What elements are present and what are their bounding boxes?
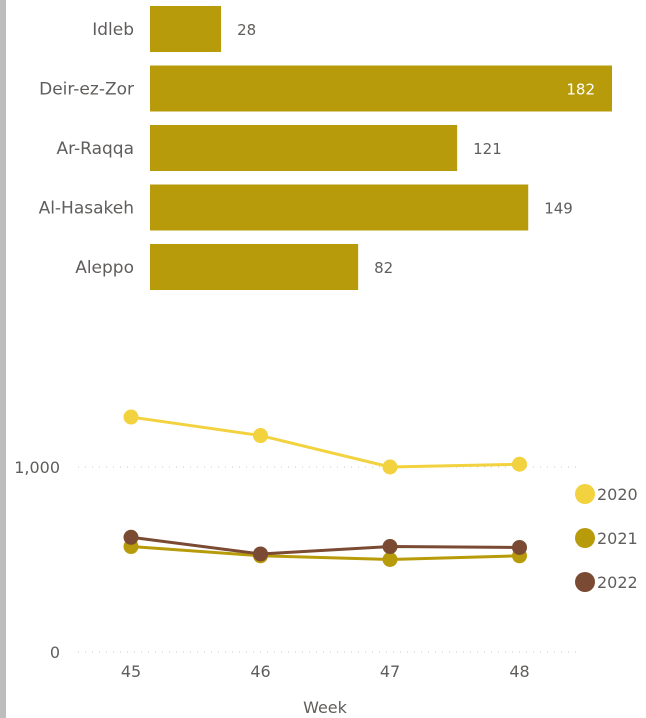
data-point-2022 — [123, 529, 139, 545]
bar-al-hasakeh — [150, 184, 529, 231]
legend-marker-2022 — [575, 572, 595, 592]
category-label: Aleppo — [75, 258, 134, 278]
data-point-2022 — [253, 546, 268, 562]
legend-label: 2020 — [597, 485, 638, 504]
legend-label: 2021 — [597, 529, 638, 548]
data-label: 182 — [566, 81, 595, 99]
y-tick-label: 0 — [50, 643, 60, 662]
category-label: Ar-Raqqa — [56, 139, 134, 159]
data-label: 121 — [473, 140, 502, 158]
x-tick-label: 46 — [250, 662, 270, 681]
left-border — [0, 0, 6, 718]
x-axis-title: Week — [303, 698, 348, 717]
category-label: Idleb — [92, 20, 134, 40]
data-point-2020 — [123, 409, 139, 425]
data-point-2021 — [382, 552, 398, 567]
data-point-2020 — [253, 428, 268, 444]
series-line-2020 — [130, 415, 520, 469]
series-line-2021 — [130, 545, 520, 561]
data-label: 149 — [544, 200, 573, 218]
series-line-2022 — [130, 535, 520, 556]
legend-label: 2022 — [597, 573, 638, 592]
legend-marker-2021 — [575, 528, 595, 548]
data-label: 28 — [237, 21, 256, 39]
x-tick-label: 48 — [509, 662, 529, 681]
category-label: Deir-ez-Zor — [39, 80, 134, 100]
x-tick-label: 45 — [121, 662, 141, 681]
data-point-2020 — [512, 456, 527, 472]
data-point-2022 — [512, 539, 527, 555]
data-point-2022 — [382, 539, 398, 555]
bar-ar-raqqa — [150, 125, 458, 171]
bar-idleb — [150, 6, 222, 52]
bar-aleppo — [150, 244, 359, 290]
bar-deir-ez-zor — [150, 65, 612, 112]
category-label: Al-Hasakeh — [39, 199, 134, 219]
legend-marker-2020 — [575, 484, 595, 504]
data-point-2020 — [382, 459, 398, 475]
y-tick-label: 1,000 — [14, 458, 60, 477]
x-tick-label: 47 — [380, 662, 400, 681]
data-label: 82 — [374, 259, 393, 277]
